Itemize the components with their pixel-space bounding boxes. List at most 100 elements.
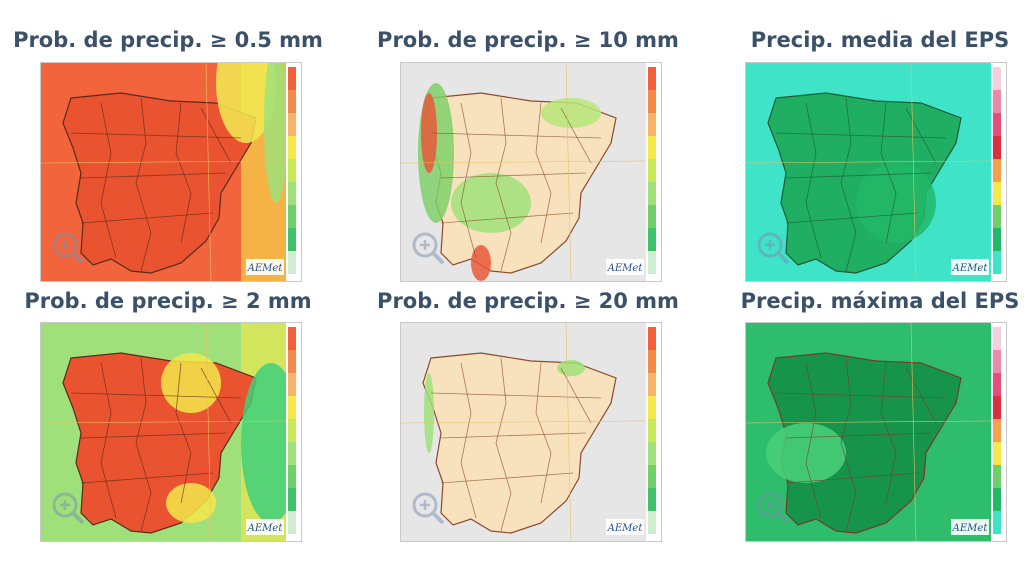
border-line [440,172,587,179]
color-scale [288,350,296,373]
color-scale [993,182,1001,205]
zoom-plus [765,240,775,250]
logo-box [606,259,644,275]
border-line [440,432,587,439]
zoom-icon[interactable] [757,232,790,265]
color-scale [993,327,1001,350]
zoom-icon[interactable] [52,492,85,525]
color-scale [288,113,296,136]
border-line [880,362,897,504]
zoom-lens [52,492,78,518]
color-scale [288,396,296,419]
zoom-lens [412,232,438,258]
graticule [401,160,647,164]
map-image[interactable]: AEMet [400,322,662,542]
zoom-lens [52,232,78,258]
border-line [70,392,242,399]
logo-box [246,259,284,275]
logo: AEMet [952,523,989,534]
color-scale [993,396,1001,419]
color-scale [288,182,296,205]
zoom-icon[interactable] [412,232,445,265]
panel-title: Prob. de precip. ≥ 0.5 mm [13,28,323,52]
color-scale [648,419,656,442]
logo-box [951,259,989,275]
color-scale [993,90,1001,113]
precip-area [166,483,216,523]
border-line [785,432,932,439]
panel-title: Prob. de precip. ≥ 10 mm [377,28,679,52]
color-scale [993,350,1001,373]
precip-area [471,245,491,281]
graticule [205,323,212,541]
color-scale [648,136,656,159]
color-scale [288,373,296,396]
zoom-plus [420,240,430,250]
border-line [840,97,857,272]
zoom-lens [757,492,783,518]
precip-area [216,63,276,143]
border-line [785,472,919,484]
color-scale [648,159,656,182]
zoom-plus [420,500,430,510]
precip-area [421,93,437,173]
graticule [746,420,992,424]
zoom-handle [776,251,790,265]
border-line [460,102,477,259]
panel-title: Prob. de precip. ≥ 20 mm [377,289,679,313]
zoom-plus [765,500,775,510]
graticule [565,63,572,281]
border-line [495,97,512,272]
graticule [41,420,287,424]
color-scale [648,511,656,534]
color-scale [993,159,1001,182]
border-line [560,107,592,164]
color-scale [648,251,656,274]
border-line [460,362,477,519]
border-line [200,107,232,164]
border-line [560,367,592,424]
color-scale [993,465,1001,488]
logo-box [951,519,989,535]
border-line [80,472,214,484]
zoom-icon[interactable] [52,232,85,265]
color-scale [648,182,656,205]
color-scale [648,67,656,90]
color-scale [648,228,656,251]
logo: AEMet [607,523,644,534]
color-scale [288,419,296,442]
border-line [80,172,227,179]
map-image[interactable]: AEMet [745,322,1007,542]
precip-area [424,373,434,453]
color-scale [288,442,296,465]
map-image[interactable]: AEMet [400,62,662,282]
zoom-plus [60,500,70,510]
zoom-icon[interactable] [412,492,445,525]
sea-edge [601,63,646,281]
border-line [80,212,214,224]
sea-edge [946,63,991,281]
zoom-handle [776,511,790,525]
map-image[interactable]: AEMet [40,322,302,542]
color-scale [288,136,296,159]
logo: AEMet [247,523,284,534]
graticule [401,420,647,424]
color-scale [288,488,296,511]
color-scale [993,67,1001,90]
border-line [905,107,937,164]
color-scale [993,442,1001,465]
color-scale [288,159,296,182]
map-image[interactable]: AEMet [745,62,1007,282]
precip-area [451,173,531,233]
color-scale [993,228,1001,251]
border-line [805,362,822,519]
color-scale [288,228,296,251]
map-image[interactable]: AEMet [40,62,302,282]
border-line [905,367,937,424]
zoom-icon[interactable] [757,492,790,525]
color-scale [993,373,1001,396]
color-scale [288,251,296,274]
border-line [70,132,242,139]
logo: AEMet [247,263,284,274]
